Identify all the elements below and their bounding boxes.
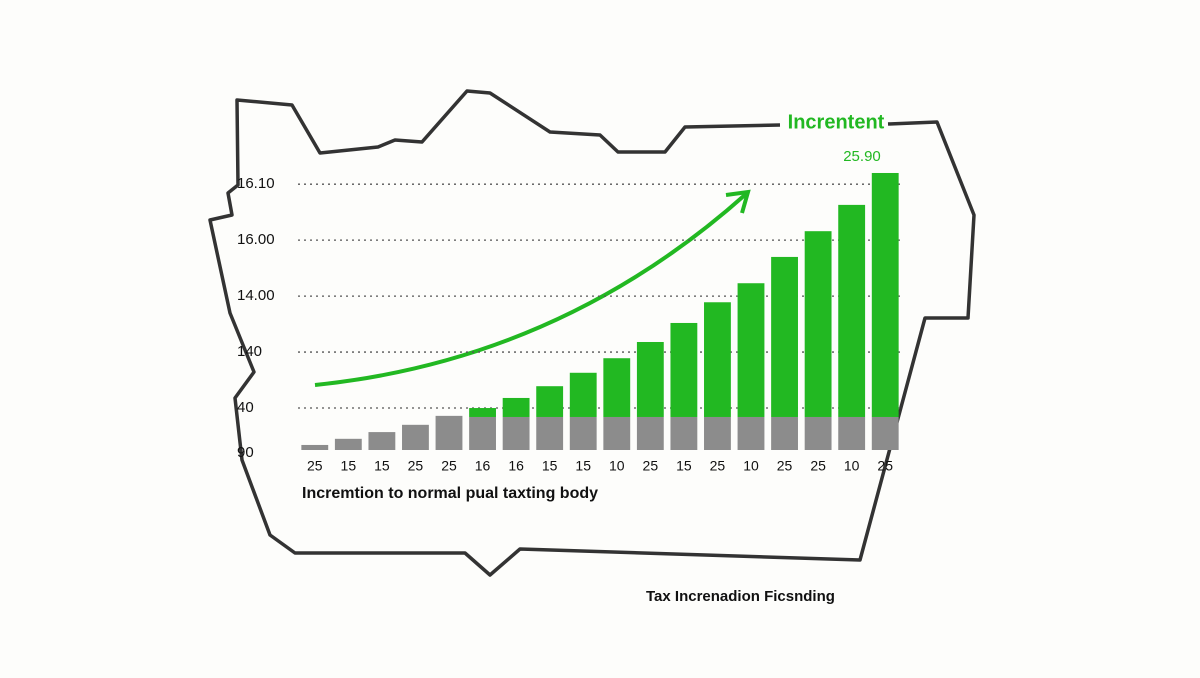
bar-segment bbox=[435, 415, 463, 450]
x-tick-label: 10 bbox=[844, 458, 860, 474]
bar-segment bbox=[569, 372, 597, 417]
bar-segment bbox=[804, 416, 832, 450]
bar-segment bbox=[737, 283, 765, 417]
x-tick-label: 15 bbox=[542, 458, 558, 474]
y-tick-label: 90 bbox=[237, 444, 254, 461]
x-tick-label: 25 bbox=[877, 458, 893, 474]
bar-segment bbox=[771, 256, 798, 417]
bar-segment bbox=[334, 438, 362, 450]
bar-segment bbox=[368, 432, 396, 450]
x-tick-label: 25 bbox=[441, 458, 457, 474]
bar-segment bbox=[670, 322, 698, 417]
trend-arrow bbox=[314, 192, 748, 387]
data-label: 25.90 bbox=[843, 148, 881, 165]
x-tick-label: 25 bbox=[643, 458, 659, 474]
bar-segment bbox=[536, 416, 564, 450]
bar-segment bbox=[737, 416, 765, 450]
frame bbox=[208, 89, 976, 577]
bar-segment bbox=[804, 231, 832, 417]
caption: Tax Increnadion Ficsnding bbox=[646, 588, 835, 605]
y-tick-label: 140 bbox=[237, 343, 262, 360]
bar-segment bbox=[402, 424, 429, 450]
y-tick-label: 14.00 bbox=[237, 287, 275, 304]
x-tick-label: 25 bbox=[307, 458, 323, 474]
bar-segment bbox=[704, 416, 731, 450]
y-tick-label: 16.10 bbox=[237, 175, 275, 192]
bar-segment bbox=[636, 341, 664, 417]
x-axis-label: Incremtion to normal pual taxting body bbox=[302, 485, 598, 502]
bar-segment bbox=[670, 416, 698, 450]
bar-segment bbox=[704, 302, 731, 417]
bar-segment bbox=[469, 408, 496, 417]
x-tick-label: 16 bbox=[475, 458, 491, 474]
x-tick-label: 15 bbox=[374, 458, 390, 474]
y-tick-label: 16.00 bbox=[237, 231, 275, 248]
x-tick-label: 15 bbox=[575, 458, 591, 474]
bar-segment bbox=[502, 397, 530, 417]
x-tick-label: 15 bbox=[341, 458, 357, 474]
x-tick-label: 25 bbox=[810, 458, 826, 474]
bar-segment bbox=[871, 416, 899, 450]
bar-segment bbox=[502, 416, 530, 450]
annotation: Increntent bbox=[788, 111, 885, 133]
x-tick-label: 25 bbox=[408, 458, 424, 474]
bar-segment bbox=[536, 386, 564, 417]
bar-segment bbox=[871, 172, 899, 417]
x-tick-label: 16 bbox=[508, 458, 524, 474]
bar-segment bbox=[301, 444, 329, 450]
arrow-head bbox=[725, 189, 751, 214]
bar-segment bbox=[636, 416, 664, 450]
bar-segment bbox=[838, 204, 866, 417]
bar-segment bbox=[838, 416, 866, 450]
x-tick-label: 10 bbox=[743, 458, 759, 474]
x-tick-label: 25 bbox=[777, 458, 793, 474]
bar-segment bbox=[771, 416, 798, 450]
bar-segment bbox=[569, 416, 597, 450]
x-tick-label: 25 bbox=[710, 458, 726, 474]
bar-segment bbox=[469, 416, 496, 450]
y-tick-label: 40 bbox=[237, 399, 254, 416]
bar-segment bbox=[603, 416, 631, 450]
x-tick-label: 10 bbox=[609, 458, 625, 474]
x-tick-label: 15 bbox=[676, 458, 692, 474]
bar-segment bbox=[603, 358, 631, 417]
